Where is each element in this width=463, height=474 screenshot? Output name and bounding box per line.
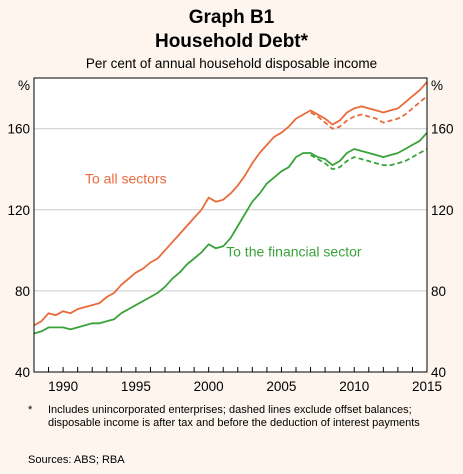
footnote-mark: * (28, 404, 33, 416)
series-annotation: To all sectors (85, 170, 167, 186)
chart-subtitle: Household Debt* (154, 31, 309, 52)
y-tick-label-left: 120 (7, 203, 30, 218)
footnote-text: Includes unincorporated enterprises; das… (48, 404, 420, 429)
gridlines (34, 128, 427, 292)
y-unit-left: % (18, 78, 30, 93)
series-line-to-the-financial-sector (33, 132, 428, 335)
series-annotation: To the financial sector (226, 243, 362, 259)
annotations: To all sectors To the financial sector (85, 170, 362, 259)
unit-note: Per cent of annual household disposable … (85, 56, 378, 71)
sources: Sources: ABS; RBA (28, 454, 125, 466)
x-tick-label: 1995 (121, 379, 151, 394)
series-lines (33, 81, 428, 335)
y-tick-label-right: 120 (431, 203, 454, 218)
x-tick-label: 2010 (339, 379, 369, 394)
series-line-dashed-3 (310, 148, 428, 171)
y-tick-label-left: 160 (7, 122, 30, 137)
chart-title: Graph B1 (188, 7, 275, 28)
tick-labels: 40 40 80 80 120 120 160 160% % 1990 1995 2000 2005 20… (7, 78, 453, 394)
plot-area (34, 78, 427, 372)
x-tick-label: 2000 (194, 379, 224, 394)
series-line-to-all-sectors (33, 81, 428, 327)
y-tick-label-left: 40 (15, 365, 30, 380)
series-line-dashed-1 (310, 95, 428, 130)
y-tick-label-right: 80 (431, 284, 446, 299)
y-tick-label-right: 40 (431, 365, 446, 380)
x-tick-label: 1990 (48, 379, 78, 394)
x-tick-label: 2015 (412, 379, 442, 394)
chart-titles: Graph B1 Household Debt* Per cent of ann… (0, 6, 463, 73)
y-tick-label-left: 80 (15, 284, 30, 299)
y-tick-label-right: 160 (431, 122, 454, 137)
plot-frame (33, 77, 428, 373)
x-tick-label: 2005 (266, 379, 296, 394)
y-unit-right: % (431, 78, 443, 93)
